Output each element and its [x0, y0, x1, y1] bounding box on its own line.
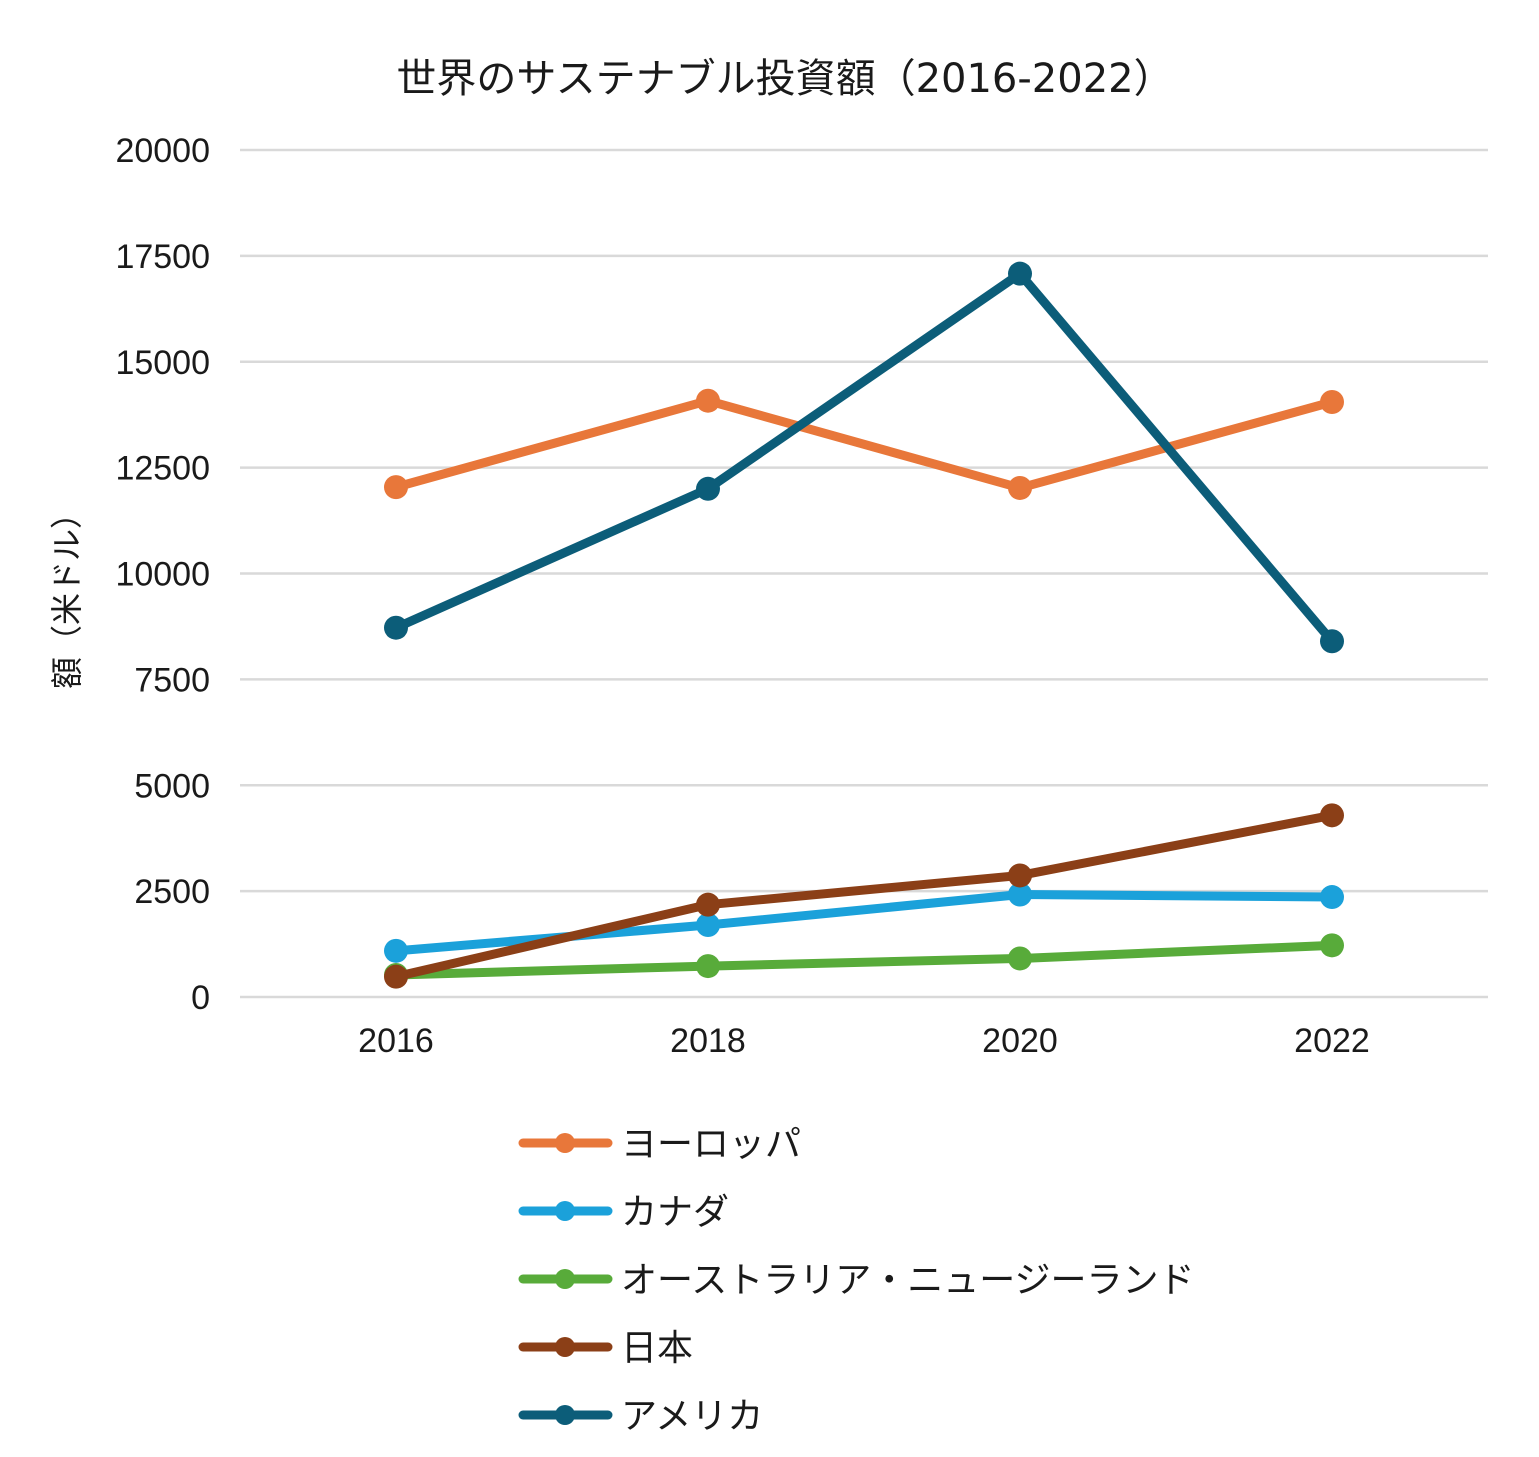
series-line [391, 810, 1337, 982]
data-point [1008, 261, 1032, 286]
series-line [391, 269, 1337, 646]
series-4 [384, 261, 1344, 654]
data-point [696, 913, 720, 938]
legend-label: アメリカ [621, 1396, 763, 1437]
data-point [384, 475, 408, 500]
y-tick-label: 10000 [115, 556, 210, 594]
data-point [696, 892, 720, 917]
data-point [384, 938, 408, 963]
data-point [696, 476, 720, 501]
y-axis-ticks: 0 2500 5000 7500 10000 12500 15000 17500 20000 [115, 132, 210, 1017]
data-point [1320, 885, 1344, 910]
y-tick-label: 7500 [134, 661, 210, 699]
legend-item: ヨーロッパ [518, 1124, 801, 1165]
data-point [384, 964, 408, 989]
legend-swatch-marker [555, 1133, 575, 1153]
data-point [696, 954, 720, 979]
legend-item: カナダ [518, 1192, 729, 1233]
series-line [391, 940, 1337, 980]
y-tick-label: 17500 [115, 238, 210, 276]
legend-label: カナダ [621, 1192, 729, 1233]
legend-item: オーストラリア・ニュージーランド [518, 1260, 1194, 1301]
data-point [696, 388, 720, 413]
y-tick-label: 20000 [115, 132, 210, 170]
legend-swatch-marker [555, 1337, 575, 1357]
y-axis-label: 額（米ドル） [48, 497, 86, 689]
data-point [1008, 882, 1032, 907]
legend-item: アメリカ [518, 1396, 763, 1437]
gridlines [240, 148, 1488, 999]
data-point [1320, 629, 1344, 654]
x-tick-label: 2016 [358, 1022, 434, 1060]
data-point [1008, 863, 1032, 888]
data-point [1320, 933, 1344, 958]
chart-title: 世界のサステナブル投資額（2016-2022） [396, 56, 1173, 102]
legend-swatch-marker [555, 1405, 575, 1425]
y-tick-label: 2500 [134, 873, 210, 911]
x-tick-label: 2022 [1294, 1022, 1370, 1060]
series-lines [384, 261, 1344, 989]
legend-swatch-marker [555, 1201, 575, 1221]
data-point [1320, 389, 1344, 414]
legend-label: オーストラリア・ニュージーランド [621, 1260, 1194, 1301]
data-point [1008, 475, 1032, 500]
series-3 [384, 803, 1344, 989]
x-tick-label: 2018 [670, 1022, 746, 1060]
legend-swatch-marker [555, 1269, 575, 1289]
y-tick-label: 15000 [115, 344, 210, 382]
y-tick-label: 0 [191, 979, 210, 1017]
series-line [391, 396, 1337, 493]
legend-label: 日本 [621, 1328, 693, 1369]
x-tick-label: 2020 [982, 1022, 1058, 1060]
legend-item: 日本 [518, 1328, 693, 1369]
x-axis-ticks: 2016 2018 2020 2022 [358, 1022, 1370, 1060]
series-0 [384, 388, 1344, 500]
y-tick-label: 5000 [134, 767, 210, 805]
data-point [384, 615, 408, 640]
data-point [1320, 803, 1344, 828]
legend-label: ヨーロッパ [621, 1124, 801, 1165]
y-tick-label: 12500 [115, 450, 210, 488]
data-point [1008, 946, 1032, 971]
